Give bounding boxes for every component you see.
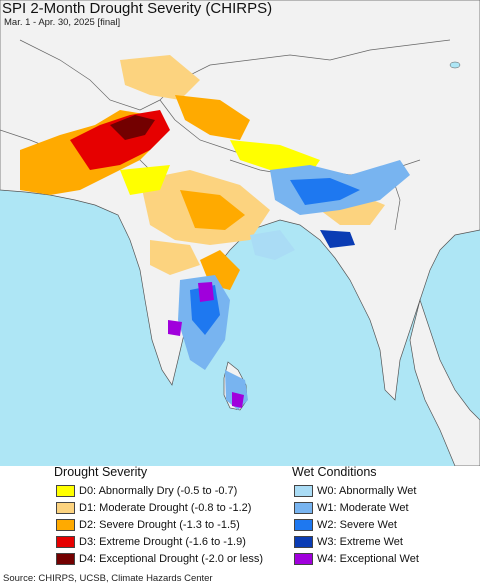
swatch-d1 — [56, 501, 75, 514]
legend: Drought Severity Wet Conditions D0: Abno… — [0, 465, 480, 570]
legend-label-w4: W4: Exceptional Wet — [317, 552, 419, 565]
wet-shading — [168, 160, 410, 410]
map-subtitle: Mar. 1 - Apr. 30, 2025 [final] — [4, 17, 121, 28]
legend-label-w1: W1: Moderate Wet — [317, 501, 409, 514]
legend-item-d1: D1: Moderate Drought (-0.8 to -1.2) — [56, 500, 251, 515]
legend-item-d4: D4: Exceptional Drought (-2.0 or less) — [56, 551, 263, 566]
swatch-w3 — [294, 535, 313, 548]
wet-conditions-heading: Wet Conditions — [292, 465, 377, 479]
swatch-w2 — [294, 518, 313, 531]
legend-item-w4: W4: Exceptional Wet — [294, 551, 419, 566]
legend-item-d3: D3: Extreme Drought (-1.6 to -1.9) — [56, 534, 246, 549]
map-title: SPI 2-Month Drought Severity (CHIRPS) — [2, 0, 273, 17]
drought-severity-heading: Drought Severity — [54, 465, 148, 479]
drought-shading — [20, 55, 385, 290]
legend-item-d0: D0: Abnormally Dry (-0.5 to -0.7) — [56, 483, 237, 498]
swatch-w0 — [294, 484, 313, 497]
legend-item-w2: W2: Severe Wet — [294, 517, 397, 532]
source-credit: Source: CHIRPS, UCSB, Climate Hazards Ce… — [3, 573, 213, 584]
se-asia-coast — [409, 298, 480, 466]
swatch-d3 — [56, 535, 75, 548]
drought-map — [0, 0, 480, 466]
swatch-w1 — [294, 501, 313, 514]
legend-label-d1: D1: Moderate Drought (-0.8 to -1.2) — [79, 501, 252, 514]
swatch-d4 — [56, 552, 75, 565]
legend-item-w3: W3: Extreme Wet — [294, 534, 403, 549]
swatch-w4 — [294, 552, 313, 565]
legend-label-w2: W2: Severe Wet — [317, 518, 397, 531]
legend-label-w3: W3: Extreme Wet — [317, 535, 403, 548]
legend-item-d2: D2: Severe Drought (-1.3 to -1.5) — [56, 517, 240, 532]
legend-label-d2: D2: Severe Drought (-1.3 to -1.5) — [79, 518, 240, 531]
legend-label-d3: D3: Extreme Drought (-1.6 to -1.9) — [79, 535, 246, 548]
legend-label-d4: D4: Exceptional Drought (-2.0 or less) — [79, 552, 264, 565]
swatch-d2 — [56, 518, 75, 531]
swatch-d0 — [56, 484, 75, 497]
legend-item-w1: W1: Moderate Wet — [294, 500, 409, 515]
legend-item-w0: W0: Abnormally Wet — [294, 483, 416, 498]
legend-label-w0: W0: Abnormally Wet — [317, 484, 417, 497]
legend-label-d0: D0: Abnormally Dry (-0.5 to -0.7) — [79, 484, 238, 497]
